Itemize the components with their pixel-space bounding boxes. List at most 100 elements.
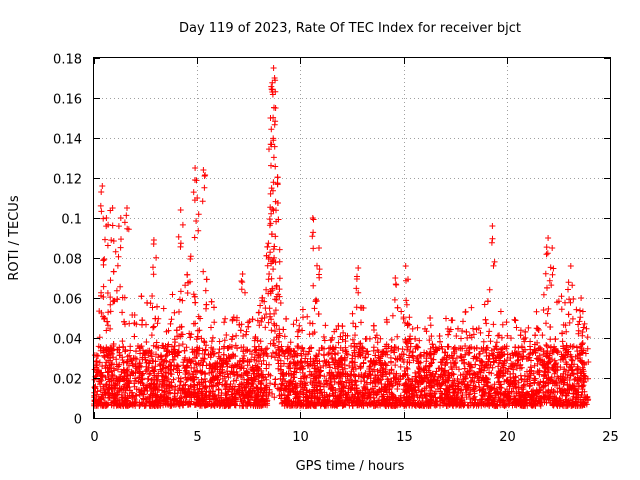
data-point: [431, 390, 438, 397]
data-point: [275, 291, 282, 298]
data-point: [221, 319, 228, 326]
data-point: [184, 271, 191, 278]
data-point: [374, 368, 381, 375]
data-point: [554, 348, 561, 355]
data-point: [422, 365, 429, 371]
data-point: [353, 385, 360, 391]
data-point: [120, 394, 126, 401]
data-point: [532, 332, 539, 339]
data-point: [122, 321, 128, 328]
data-point: [150, 367, 157, 374]
data-point: [272, 307, 279, 314]
data-point: [269, 349, 276, 356]
data-point: [378, 385, 385, 392]
data-point: [352, 332, 358, 339]
data-point: [407, 335, 413, 342]
data-point: [240, 392, 247, 398]
data-point: [162, 388, 169, 395]
data-point: [232, 383, 238, 390]
data-point: [103, 327, 110, 334]
data-point: [513, 363, 520, 370]
data-point: [244, 347, 251, 354]
data-point: [286, 365, 292, 371]
data-point: [356, 351, 363, 358]
data-point: [345, 385, 352, 392]
data-point: [382, 361, 389, 368]
data-point: [106, 348, 113, 355]
data-point: [311, 358, 317, 365]
data-point: [196, 386, 203, 393]
data-point: [377, 335, 384, 342]
data-point: [129, 360, 136, 367]
data-point: [257, 302, 264, 309]
data-point: [367, 372, 374, 379]
data-point: [201, 355, 208, 362]
data-point: [500, 391, 507, 398]
data-point: [478, 362, 484, 369]
data-point: [543, 375, 550, 382]
data-point: [489, 350, 495, 357]
data-point: [258, 361, 265, 367]
data-point: [105, 386, 112, 392]
data-point: [168, 316, 175, 323]
data-point: [245, 323, 252, 330]
data-point: [122, 390, 128, 396]
data-point: [424, 374, 431, 381]
data-point: [127, 343, 134, 350]
data-point: [307, 379, 314, 386]
data-point: [94, 367, 101, 374]
data-point: [320, 383, 327, 390]
data-point: [125, 395, 132, 402]
data-point: [539, 332, 546, 339]
data-point: [415, 360, 422, 367]
data-point: [168, 362, 175, 369]
data-point: [278, 381, 285, 388]
data-point: [378, 362, 385, 369]
data-point: [383, 362, 390, 369]
data-point: [299, 344, 306, 351]
data-point: [287, 382, 293, 389]
data-point: [416, 352, 423, 359]
data-point: [515, 351, 522, 358]
data-point: [343, 350, 350, 357]
data-point: [398, 308, 405, 315]
data-point: [330, 372, 337, 379]
data-point: [190, 368, 197, 375]
data-point: [549, 364, 556, 371]
data-point: [191, 386, 198, 393]
data-point: [266, 271, 273, 277]
data-point: [102, 389, 109, 396]
data-point: [97, 387, 104, 394]
data-point: [219, 375, 226, 382]
data-point: [259, 294, 266, 301]
data-point: [473, 344, 480, 351]
data-point: [351, 340, 358, 347]
data-point: [427, 322, 434, 329]
data-point: [501, 358, 508, 365]
data-point: [224, 371, 231, 378]
data-point: [470, 384, 477, 391]
data-point: [243, 331, 249, 338]
data-point: [91, 376, 98, 383]
data-point: [294, 394, 301, 401]
data-point: [162, 357, 168, 364]
data-point: [560, 389, 567, 396]
data-point: [233, 332, 240, 339]
data-point: [349, 402, 356, 409]
data-point: [271, 381, 278, 388]
data-point: [150, 368, 157, 375]
data-point: [265, 256, 272, 262]
data-point: [395, 345, 402, 352]
data-point: [504, 377, 510, 384]
data-point: [262, 401, 269, 408]
data-point: [455, 385, 462, 392]
data-point: [100, 257, 107, 264]
data-point: [543, 320, 549, 327]
data-point: [285, 350, 292, 357]
data-point: [474, 373, 481, 380]
data-point: [247, 385, 254, 392]
data-point: [349, 336, 356, 343]
data-point: [225, 374, 232, 381]
data-point: [265, 276, 272, 283]
data-point: [357, 340, 364, 347]
